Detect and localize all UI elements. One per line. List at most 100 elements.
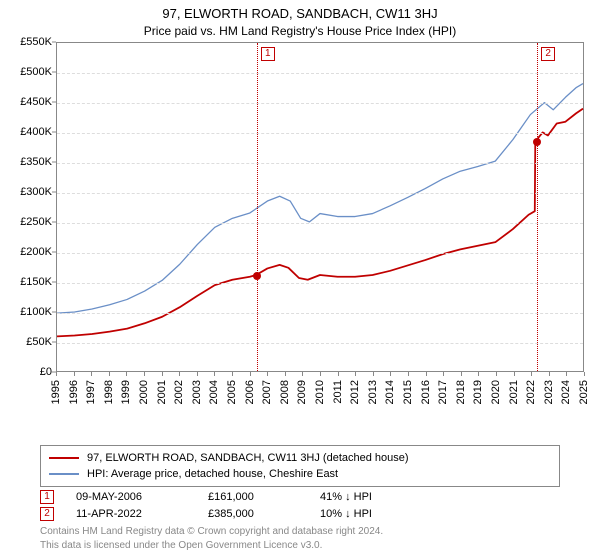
y-tick: [52, 282, 56, 283]
x-tick: [56, 372, 57, 376]
x-axis-label: 2001: [156, 380, 168, 404]
x-tick: [549, 372, 550, 376]
legend-label: HPI: Average price, detached house, Ches…: [87, 468, 338, 480]
legend-swatch: [49, 473, 79, 475]
x-tick: [126, 372, 127, 376]
x-tick: [514, 372, 515, 376]
x-axis-label: 2023: [543, 380, 555, 404]
x-tick: [355, 372, 356, 376]
x-tick: [338, 372, 339, 376]
x-axis-label: 1996: [68, 380, 80, 404]
y-tick: [52, 102, 56, 103]
chart-title: 97, ELWORTH ROAD, SANDBACH, CW11 3HJ: [0, 0, 600, 21]
transaction-date: 11-APR-2022: [76, 508, 186, 520]
gridline: [57, 133, 583, 134]
y-axis-label: £0: [0, 366, 52, 378]
transaction-marker: 2: [40, 507, 54, 521]
transactions-table: 109-MAY-2006£161,00041% ↓ HPI211-APR-202…: [40, 488, 560, 522]
transaction-price: £385,000: [208, 508, 298, 520]
x-axis-label: 2000: [138, 380, 150, 404]
y-axis-label: £300K: [0, 186, 52, 198]
x-tick: [408, 372, 409, 376]
transaction-date: 09-MAY-2006: [76, 491, 186, 503]
x-tick: [91, 372, 92, 376]
y-axis-label: £150K: [0, 276, 52, 288]
x-axis-label: 2019: [472, 380, 484, 404]
x-axis-label: 1999: [120, 380, 132, 404]
x-axis-label: 2022: [525, 380, 537, 404]
x-tick: [426, 372, 427, 376]
y-tick: [52, 192, 56, 193]
x-tick: [162, 372, 163, 376]
marker-line: [257, 43, 258, 371]
gridline: [57, 193, 583, 194]
x-tick: [109, 372, 110, 376]
y-tick: [52, 312, 56, 313]
gridline: [57, 223, 583, 224]
x-axis-label: 2010: [314, 380, 326, 404]
x-tick: [267, 372, 268, 376]
x-tick: [74, 372, 75, 376]
y-tick: [52, 72, 56, 73]
legend-label: 97, ELWORTH ROAD, SANDBACH, CW11 3HJ (de…: [87, 452, 409, 464]
x-axis-label: 2020: [490, 380, 502, 404]
x-axis-label: 2025: [578, 380, 590, 404]
y-tick: [52, 132, 56, 133]
x-tick: [584, 372, 585, 376]
legend-item: HPI: Average price, detached house, Ches…: [49, 466, 551, 482]
transaction-diff: 10% ↓ HPI: [320, 508, 440, 520]
x-tick: [478, 372, 479, 376]
transaction-price: £161,000: [208, 491, 298, 503]
x-tick: [461, 372, 462, 376]
series-hpi: [57, 84, 583, 314]
x-tick: [496, 372, 497, 376]
x-axis-label: 2003: [191, 380, 203, 404]
x-tick: [285, 372, 286, 376]
x-axis-label: 2015: [402, 380, 414, 404]
transaction-row: 2 11-APR-2022 £385,000 10% ↓ HPI: [40, 505, 560, 522]
x-axis-label: 2011: [332, 380, 344, 404]
gridline: [57, 73, 583, 74]
x-axis-label: 2024: [560, 380, 572, 404]
legend-item: 97, ELWORTH ROAD, SANDBACH, CW11 3HJ (de…: [49, 450, 551, 466]
footer: Contains HM Land Registry data © Crown c…: [40, 525, 560, 552]
y-axis-label: £500K: [0, 66, 52, 78]
y-tick: [52, 252, 56, 253]
x-axis-label: 2018: [455, 380, 467, 404]
x-axis-label: 2016: [420, 380, 432, 404]
x-tick: [566, 372, 567, 376]
y-tick: [52, 222, 56, 223]
x-axis-label: 2013: [367, 380, 379, 404]
y-axis-label: £400K: [0, 126, 52, 138]
x-tick: [197, 372, 198, 376]
marker-dot: [253, 272, 261, 280]
x-axis-label: 2007: [261, 380, 273, 404]
x-tick: [390, 372, 391, 376]
x-axis-label: 1995: [50, 380, 62, 404]
x-tick: [302, 372, 303, 376]
gridline: [57, 343, 583, 344]
gridline: [57, 313, 583, 314]
y-tick: [52, 42, 56, 43]
y-tick: [52, 342, 56, 343]
chart-page: 97, ELWORTH ROAD, SANDBACH, CW11 3HJ Pri…: [0, 0, 600, 560]
transaction-marker: 1: [40, 490, 54, 504]
marker-line: [537, 43, 538, 371]
gridline: [57, 283, 583, 284]
gridline: [57, 253, 583, 254]
y-axis-label: £550K: [0, 36, 52, 48]
x-axis-label: 1998: [103, 380, 115, 404]
chart-subtitle: Price paid vs. HM Land Registry's House …: [0, 21, 600, 38]
gridline: [57, 103, 583, 104]
x-tick: [531, 372, 532, 376]
x-axis-label: 1997: [85, 380, 97, 404]
x-axis-label: 2021: [508, 380, 520, 404]
x-axis-label: 2017: [437, 380, 449, 404]
y-axis-label: £250K: [0, 216, 52, 228]
y-axis-label: £100K: [0, 306, 52, 318]
footer-line-1: Contains HM Land Registry data © Crown c…: [40, 525, 560, 539]
gridline: [57, 163, 583, 164]
x-tick: [144, 372, 145, 376]
x-axis-label: 2004: [208, 380, 220, 404]
legend: 97, ELWORTH ROAD, SANDBACH, CW11 3HJ (de…: [40, 445, 560, 487]
